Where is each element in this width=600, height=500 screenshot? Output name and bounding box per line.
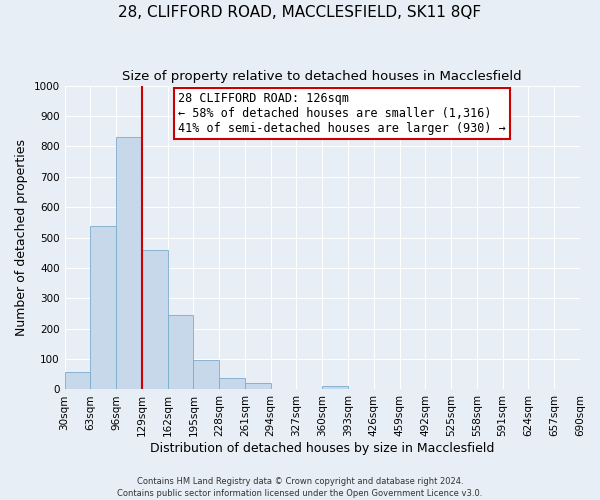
Bar	[142, 250, 167, 390]
Y-axis label: Number of detached properties: Number of detached properties	[15, 139, 28, 336]
Bar	[245, 384, 271, 390]
Text: 28, CLIFFORD ROAD, MACCLESFIELD, SK11 8QF: 28, CLIFFORD ROAD, MACCLESFIELD, SK11 8Q…	[118, 5, 482, 20]
Title: Size of property relative to detached houses in Macclesfield: Size of property relative to detached ho…	[122, 70, 522, 83]
Bar	[193, 360, 219, 390]
Bar	[322, 386, 348, 390]
Text: 28 CLIFFORD ROAD: 126sqm
← 58% of detached houses are smaller (1,316)
41% of sem: 28 CLIFFORD ROAD: 126sqm ← 58% of detach…	[178, 92, 506, 134]
Bar	[167, 315, 193, 390]
Text: Contains HM Land Registry data © Crown copyright and database right 2024.
Contai: Contains HM Land Registry data © Crown c…	[118, 476, 482, 498]
Bar	[116, 137, 142, 390]
X-axis label: Distribution of detached houses by size in Macclesfield: Distribution of detached houses by size …	[150, 442, 494, 455]
Bar	[219, 378, 245, 390]
Bar	[91, 226, 116, 390]
Bar	[65, 372, 91, 390]
